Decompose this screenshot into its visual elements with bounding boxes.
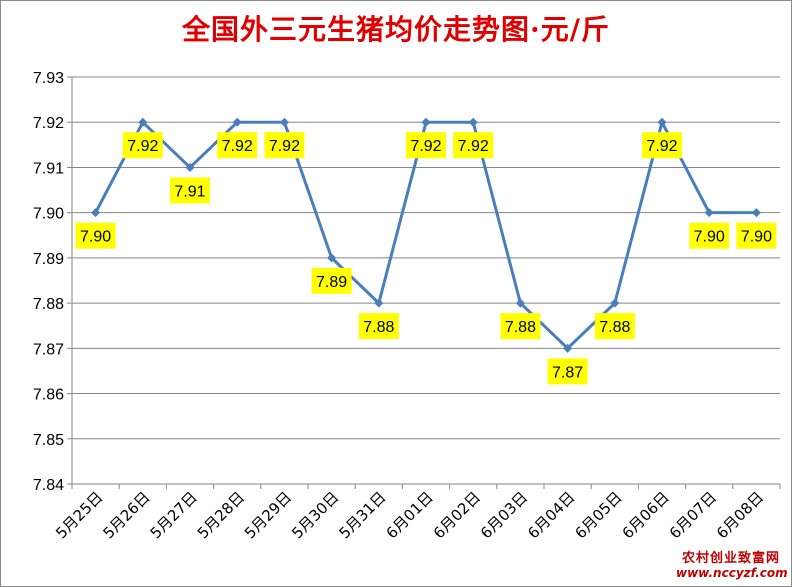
data-label-box [217,132,258,159]
x-tick-label: 5月25日 [52,488,106,542]
data-label-box [500,313,541,340]
data-point [327,253,337,263]
x-tick-label: 6月06日 [619,488,673,542]
data-label-text: 7.92 [458,138,489,155]
y-tick-label: 7.93 [33,70,64,87]
x-tick-label: 5月31日 [335,488,389,542]
data-point [91,208,101,218]
data-label: 7.92 [264,132,305,159]
data-label-box [453,132,494,159]
watermark-url: www.nccyzf.com [676,566,788,580]
data-label-text: 7.90 [741,229,772,246]
x-tick-label: 5月26日 [99,488,153,542]
x-tick-label: 5月30日 [288,488,342,542]
y-tick-label: 7.87 [33,341,64,358]
data-label: 7.92 [453,132,494,159]
data-point [563,343,573,353]
data-label-text: 7.89 [316,274,347,291]
data-label-box [547,358,588,385]
data-label-text: 7.87 [552,364,583,381]
data-label-box [358,313,399,340]
chart-title: 全国外三元生猪均价走势图·元/斤 [182,13,610,46]
data-label-text: 7.92 [269,138,300,155]
gridlines [72,76,780,440]
data-label-box [689,222,730,249]
data-point [515,298,525,308]
axes [67,76,781,489]
data-label: 7.88 [358,313,399,340]
y-tick-label: 7.91 [33,160,64,177]
x-tick-label: 5月29日 [241,488,295,542]
data-label-text: 7.88 [505,319,536,336]
y-tick-label: 7.86 [33,387,64,404]
data-point [610,298,620,308]
data-label: 7.91 [170,177,210,204]
data-labels: 7.90 7.92 7.91 7.92 7.92 7.89 7.88 7.92 7.92 7.88… [75,132,777,385]
data-point [374,298,384,308]
data-label: 7.90 [75,222,116,249]
data-label-box [642,132,682,159]
data-label-box [264,132,305,159]
x-tick-labels: 5月25日5月26日5月27日5月28日5月29日5月30日5月31日6月01日… [52,488,767,542]
x-tick-label: 6月05日 [571,488,625,542]
data-point [704,208,714,218]
x-tick-label: 6月04日 [524,488,578,542]
data-label-text: 7.92 [222,138,253,155]
watermark: 农村创业致富网 www.nccyzf.com [676,551,788,583]
data-point [232,117,242,127]
data-label-text: 7.92 [127,138,158,155]
data-label-text: 7.92 [646,138,677,155]
data-label-text: 7.91 [174,183,205,200]
data-point [468,117,478,127]
data-label-box [122,132,163,159]
y-tick-label: 7.88 [33,296,64,313]
data-label-text: 7.90 [694,229,725,246]
data-label-box [736,222,777,249]
data-label: 7.92 [217,132,258,159]
y-tick-label: 7.90 [33,206,64,223]
x-tick-label: 6月07日 [666,488,720,542]
y-tick-label: 7.85 [33,432,64,449]
data-label: 7.90 [689,222,730,249]
y-tick-labels: 7.84 7.85 7.86 7.87 7.88 7.89 7.90 7.91 7.92 7.93 [33,70,64,494]
y-tick-label: 7.89 [33,251,64,268]
series-line [91,117,761,353]
data-label-text: 7.90 [80,229,111,246]
data-label-box [311,267,352,294]
data-point [751,208,761,218]
data-point [421,117,431,127]
y-tick-label: 7.92 [33,115,64,132]
data-point [185,162,195,172]
data-label-box [594,313,635,340]
data-label: 7.90 [736,222,777,249]
data-point [279,117,289,127]
data-label: 7.92 [122,132,163,159]
y-tick-label: 7.84 [33,477,64,494]
data-label: 7.88 [500,313,541,340]
data-label: 7.92 [406,132,446,159]
watermark-text: 农村创业致富网 [681,551,780,566]
x-tick-label: 5月28日 [194,488,248,542]
x-tick-label: 6月03日 [477,488,531,542]
data-label-box [406,132,446,159]
data-point [138,117,148,127]
data-label-text: 7.88 [363,319,394,336]
data-label: 7.89 [311,267,352,294]
data-point [657,117,667,127]
x-tick-label: 6月02日 [430,488,484,542]
data-label: 7.88 [594,313,635,340]
data-label-text: 7.88 [599,319,630,336]
x-tick-label: 5月27日 [147,488,201,542]
data-label-text: 7.92 [410,138,441,155]
data-label-box [75,222,116,249]
data-label: 7.92 [642,132,682,159]
x-tick-label: 6月08日 [713,488,767,542]
x-tick-label: 6月01日 [383,488,437,542]
data-label: 7.87 [547,358,588,385]
data-label-box [170,177,210,204]
